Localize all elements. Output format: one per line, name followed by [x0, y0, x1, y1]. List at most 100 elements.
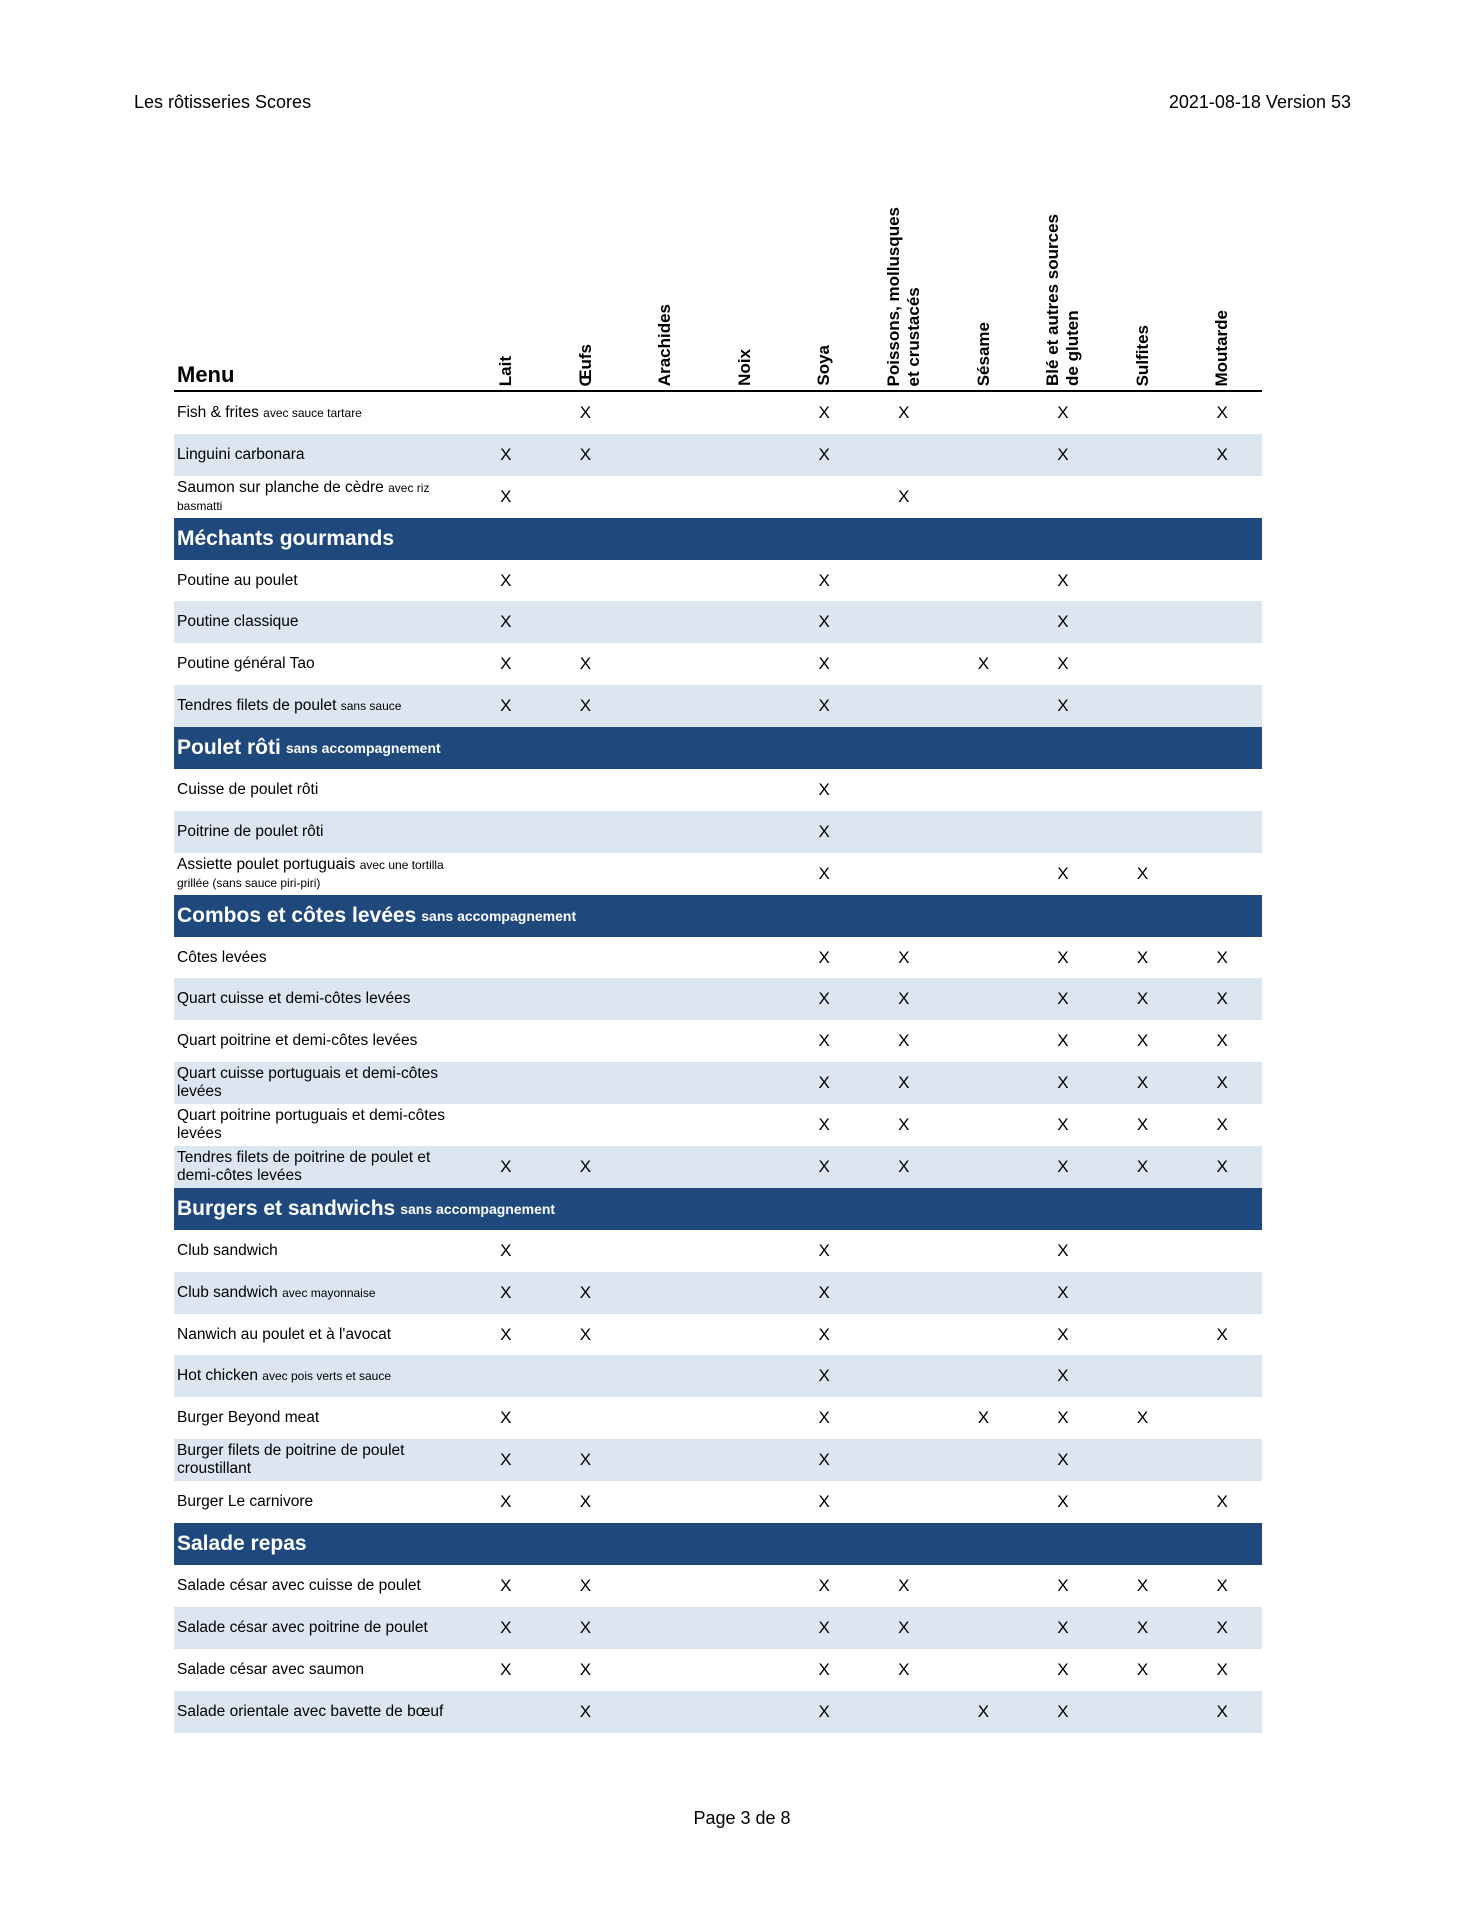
table-row: Salade césar avec poitrine de poulet X X X X…	[174, 1606, 1262, 1649]
allergen-mark: X	[1057, 1366, 1069, 1386]
item-name-text: Saumon sur planche de cèdre	[177, 478, 384, 496]
allergen-mark: X	[579, 1492, 592, 1512]
allergen-mark: X	[977, 1408, 990, 1428]
allergen-mark: X	[1057, 989, 1069, 1009]
section-header: Combos et côtes levées sans accompagnemen…	[174, 894, 1262, 937]
menu-item-name: Quart poitrine portuguais et demi-côtes …	[174, 1107, 466, 1143]
allergen-mark: X	[818, 570, 830, 590]
item-note: avec mayonnaise	[282, 1285, 376, 1300]
menu-item-name: Nanwich au poulet et à l'avocat	[174, 1326, 466, 1344]
allergen-mark: X	[1216, 989, 1228, 1009]
menu-item-name: Quart cuisse et demi-côtes levées	[174, 990, 466, 1008]
menu-item-name: Linguini carbonara	[174, 446, 466, 464]
allergen-mark: X	[1057, 1617, 1069, 1637]
allergen-mark: X	[818, 444, 830, 464]
allergen-mark: X	[898, 1659, 910, 1679]
allergen-mark: X	[1216, 1073, 1228, 1093]
allergen-mark: X	[1057, 1450, 1069, 1470]
allergen-mark: X	[1057, 444, 1069, 464]
allergen-mark: X	[1057, 1240, 1069, 1260]
allergen-mark: X	[818, 1575, 830, 1595]
allergen-mark: X	[1216, 1031, 1228, 1051]
menu-item-name: Quart cuisse portuguais et demi-côtes le…	[174, 1065, 466, 1101]
allergen-table: Menu Lait Œufs Arachides Noix Soya Poissons, …	[174, 180, 1262, 1733]
allergen-mark: X	[818, 1115, 830, 1135]
item-name-text: Burger Le carnivore	[177, 1493, 314, 1511]
column-header-label: Arachides	[655, 303, 675, 386]
table-row: Fish & frites avec sauce tartare X X X X X	[174, 392, 1262, 434]
menu-item-name: Cuisse de poulet rôti	[174, 781, 466, 799]
allergen-mark: X	[818, 1701, 830, 1721]
item-name-text: Quart poitrine et demi-côtes levées	[177, 1032, 418, 1050]
menu-item-name: Poutine général Tao	[174, 655, 466, 673]
allergen-mark: X	[1057, 1073, 1069, 1093]
allergen-mark: X	[579, 1324, 592, 1344]
table-row: Hot chicken avec pois verts et sauce X X	[174, 1355, 1262, 1398]
allergen-mark: X	[500, 612, 512, 632]
allergen-mark: X	[1136, 1575, 1149, 1595]
column-header: Blé et autres sources de gluten	[1023, 180, 1103, 386]
allergen-mark: X	[1057, 863, 1069, 883]
allergen-mark: X	[1057, 570, 1069, 590]
table-row: Quart poitrine et demi-côtes levées X X X X X	[174, 1020, 1262, 1062]
column-header-label: Poissons, mollusques et crustacés	[884, 206, 923, 387]
allergen-mark: X	[579, 1282, 592, 1302]
item-note: avec une tortilla grillée (sans sauce pi…	[177, 857, 444, 890]
menu-item-name: Saumon sur planche de cèdre avec riz bas…	[174, 479, 466, 515]
allergen-mark: X	[1136, 863, 1149, 883]
item-name-text: Nanwich au poulet et à l'avocat	[177, 1325, 392, 1343]
section-title: Combos et côtes levées	[177, 903, 417, 927]
item-name-text: Burger Beyond meat	[177, 1409, 320, 1427]
item-note: sans sauce	[340, 699, 402, 714]
menu-item-name: Poitrine de poulet rôti	[174, 823, 466, 841]
table-row: Poitrine de poulet rôti X	[174, 810, 1262, 853]
table-row: Nanwich au poulet et à l'avocat X X X X X	[174, 1314, 1262, 1356]
allergen-mark: X	[579, 1450, 592, 1470]
allergen-mark: X	[898, 947, 910, 967]
menu-item-name: Burger Beyond meat	[174, 1409, 466, 1427]
allergen-mark: X	[818, 696, 830, 716]
item-name-text: Poitrine de poulet rôti	[177, 822, 324, 840]
allergen-mark: X	[898, 1617, 910, 1637]
allergen-mark: X	[500, 486, 512, 506]
allergen-mark: X	[898, 1073, 910, 1093]
allergen-mark: X	[500, 696, 512, 716]
section-subtitle: sans accompagnement	[421, 907, 577, 924]
allergen-mark: X	[1216, 444, 1228, 464]
allergen-mark: X	[579, 444, 592, 464]
table-row: Club sandwich avec mayonnaise X X X X	[174, 1271, 1262, 1314]
column-header: Sésame	[944, 180, 1024, 386]
allergen-mark: X	[1057, 654, 1069, 674]
table-row: Quart cuisse et demi-côtes levées X X X X X	[174, 978, 1262, 1021]
allergen-mark: X	[500, 1450, 512, 1470]
item-name-text: Quart cuisse et demi-côtes levées	[177, 990, 411, 1008]
allergen-mark: X	[898, 1115, 910, 1135]
allergen-mark: X	[1057, 1701, 1069, 1721]
allergen-mark: X	[1216, 1617, 1228, 1637]
allergen-mark: X	[1057, 1408, 1069, 1428]
menu-item-name: Salade césar avec cuisse de poulet	[174, 1577, 466, 1595]
table-row: Cuisse de poulet rôti X	[174, 769, 1262, 811]
allergen-mark: X	[818, 1156, 830, 1176]
allergen-mark: X	[1216, 402, 1228, 422]
allergen-mark: X	[818, 947, 830, 967]
allergen-mark: X	[500, 444, 512, 464]
allergen-mark: X	[500, 1324, 512, 1344]
section-subtitle: sans accompagnement	[285, 740, 441, 757]
allergen-mark: X	[1057, 1659, 1069, 1679]
menu-item-name: Fish & frites avec sauce tartare	[174, 404, 466, 422]
menu-item-name: Salade orientale avec bavette de bœuf	[174, 1703, 466, 1721]
allergen-mark: X	[1216, 1492, 1228, 1512]
allergen-mark: X	[1057, 1156, 1069, 1176]
document-title: Les rôtisseries Scores	[134, 92, 312, 112]
menu-item-name: Club sandwich avec mayonnaise	[174, 1284, 466, 1302]
column-header: Lait	[466, 180, 546, 386]
allergen-mark: X	[1216, 1115, 1228, 1135]
table-row: Poutine classique X X X	[174, 601, 1262, 644]
allergen-mark: X	[818, 863, 830, 883]
allergen-mark: X	[1136, 1031, 1149, 1051]
allergen-mark: X	[1136, 1659, 1149, 1679]
column-header: Sulfites	[1103, 180, 1183, 386]
table-row: Poutine au poulet X X X	[174, 560, 1262, 602]
menu-item-name: Quart poitrine et demi-côtes levées	[174, 1032, 466, 1050]
